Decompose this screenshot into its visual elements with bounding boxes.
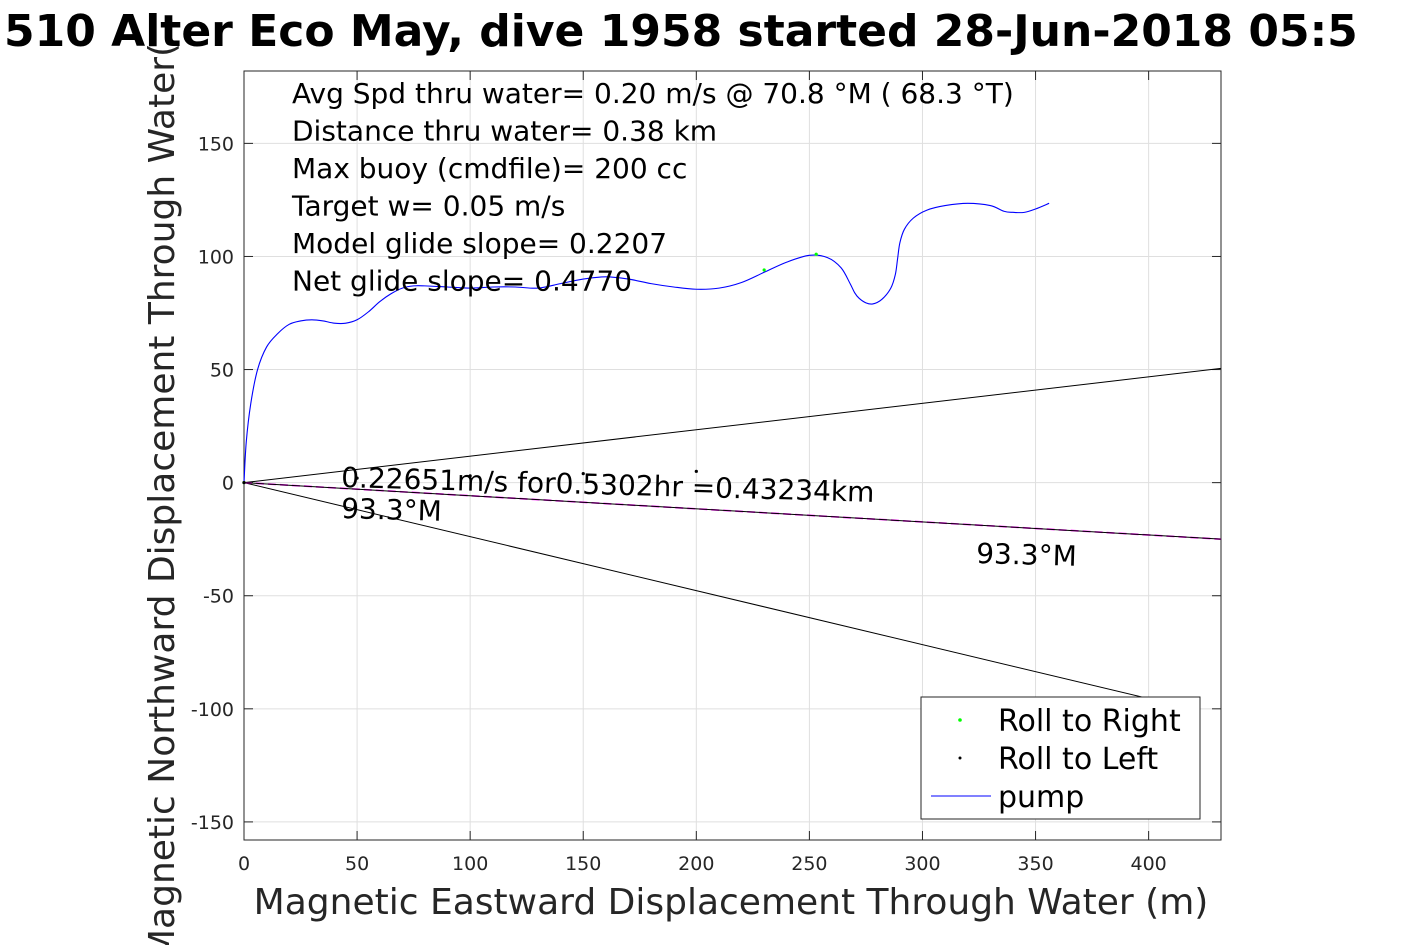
stats-line: Distance thru water= 0.38 km — [292, 115, 717, 148]
plot-frame — [243, 70, 1222, 841]
roll-right-point — [762, 268, 766, 272]
y-axis-label: Magnetic Northward Displacement Through … — [142, 43, 183, 945]
y-tick-label: -100 — [191, 699, 234, 721]
stats-line: Target w= 0.05 m/s — [291, 190, 565, 223]
legend-marker-roll-left — [958, 756, 962, 760]
y-tick-label: -50 — [203, 586, 234, 608]
roll-left-point — [242, 481, 246, 485]
x-tick-label: 200 — [678, 853, 714, 875]
x-tick-label: 0 — [238, 853, 250, 875]
roll-left-point — [355, 476, 359, 480]
x-tick-label: 350 — [1017, 853, 1053, 875]
roll-left-point — [581, 471, 585, 476]
series-line-pump — [243, 202, 1050, 483]
y-tick-label: 50 — [210, 360, 234, 382]
legend-label-roll-left: Roll to Left — [998, 742, 1158, 777]
grid-lines — [243, 71, 1221, 840]
stats-annotations: Avg Spd thru water= 0.20 m/s @ 70.8 °M (… — [291, 77, 1014, 298]
x-tick-label: 250 — [791, 853, 827, 875]
heading-label-near: 93.3°M — [341, 492, 442, 528]
reference-line-current-center — [243, 482, 1222, 540]
y-tick-label: -150 — [191, 812, 234, 834]
y-tick-label: 0 — [222, 473, 234, 495]
x-tick-label: 150 — [565, 853, 601, 875]
y-tick-label: 100 — [198, 246, 234, 268]
tick-labels: 0 50 100 150 200 250 300 350 400 -150 -100 -50 0 50 10… — [191, 133, 1167, 875]
roll-left-point — [468, 474, 472, 478]
reference-lines — [243, 367, 1222, 700]
series-layer — [242, 202, 1050, 485]
heading-label-far: 93.3°M — [976, 537, 1077, 573]
stats-line: Avg Spd thru water= 0.20 m/s @ 70.8 °M (… — [292, 77, 1014, 110]
x-tick-label: 100 — [452, 853, 488, 875]
roll-left-point — [694, 469, 698, 473]
legend-label-roll-right: Roll to Right — [998, 704, 1181, 739]
x-tick-label: 400 — [1130, 853, 1166, 875]
y-tick-label: 150 — [198, 133, 234, 155]
stats-line: Net glide slope= 0.4770 — [292, 265, 632, 298]
legend-label-pump: pump — [998, 780, 1084, 815]
x-axis-label: Magnetic Eastward Displacement Through W… — [254, 882, 1209, 923]
x-tick-label: 300 — [904, 853, 940, 875]
reference-line-lower — [243, 482, 1149, 700]
reference-line-upper — [243, 367, 1222, 484]
x-tick-label: 50 — [345, 853, 369, 875]
axis-ticks — [243, 71, 1221, 840]
stats-line: Model glide slope= 0.2207 — [292, 227, 667, 260]
stats-line: Max buoy (cmdfile)= 200 cc — [292, 152, 687, 185]
legend-box — [920, 696, 1201, 820]
legend: Roll to Right Roll to Left pump — [920, 696, 1201, 820]
roll-right-point — [814, 252, 818, 256]
chart-title: 510 Alter Eco May, dive 1958 started 28-… — [4, 6, 1358, 57]
legend-marker-roll-right — [958, 718, 962, 722]
